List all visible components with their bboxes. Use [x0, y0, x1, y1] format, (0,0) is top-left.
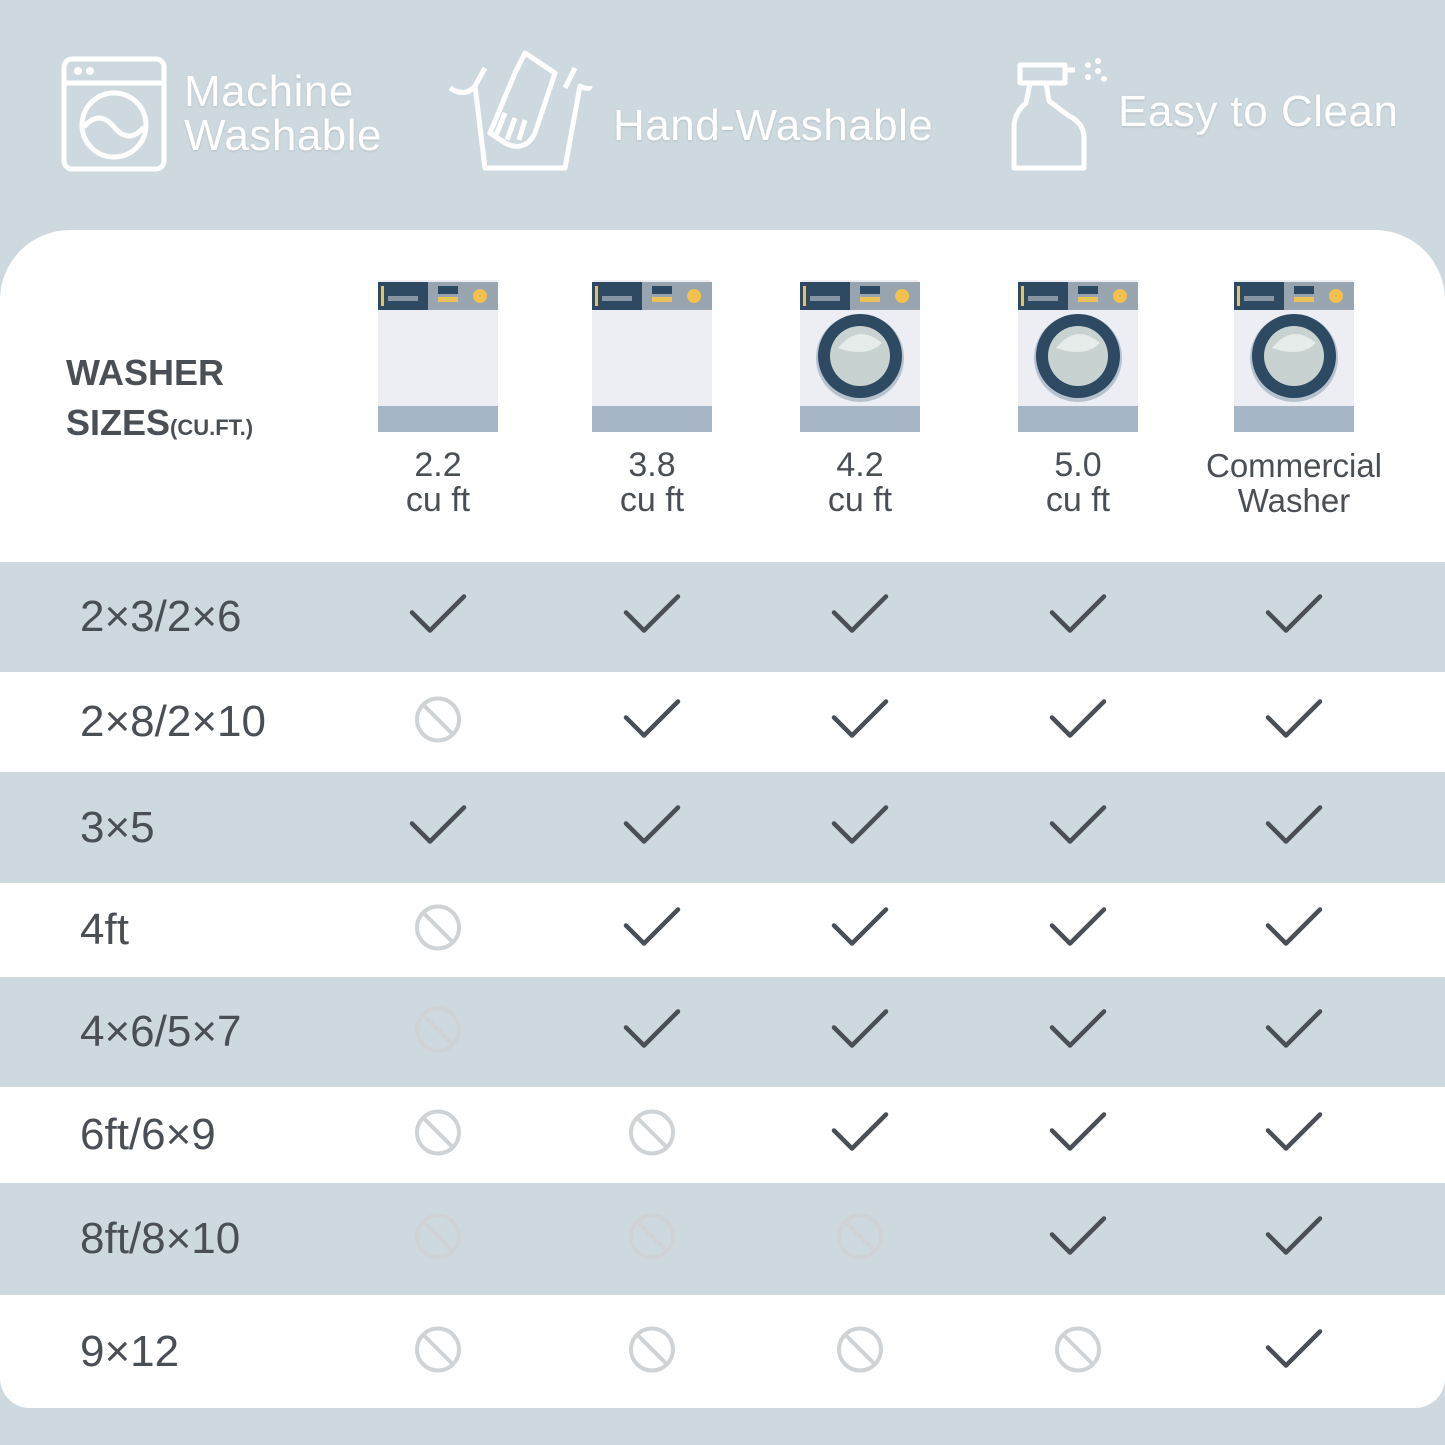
check-icon [1048, 906, 1108, 955]
column-label: 4.2 [836, 446, 884, 484]
check-icon [1264, 698, 1324, 747]
check-icon [1264, 593, 1324, 642]
rug-size-label: 8ft/8×10 [80, 1214, 241, 1263]
column-label: Commercial [1205, 447, 1383, 484]
washing-machine-icon [61, 56, 167, 172]
column-label: cu ft [1045, 481, 1111, 519]
hand-wash-icon [448, 50, 593, 171]
column-label: cu ft [619, 481, 685, 519]
not-compatible-icon [627, 1324, 677, 1379]
check-icon [830, 698, 890, 747]
not-compatible-icon [627, 1108, 677, 1163]
table-row: 4×6/5×7 [0, 977, 1445, 1087]
feature-machine-washable: Machine Washable [60, 55, 382, 173]
rug-size-label: 6ft/6×9 [80, 1110, 216, 1159]
check-icon [1048, 1008, 1108, 1057]
washer-no-door-icon [552, 278, 752, 434]
washer-no-door-icon [338, 278, 538, 434]
table-header-label: WASHER SIZES(CU.FT.) [66, 348, 253, 453]
column-header-4: Commercial Washer [1194, 278, 1394, 518]
front-load-washer-icon [978, 278, 1178, 434]
check-icon [1264, 1111, 1324, 1160]
rug-size-label: 9×12 [80, 1326, 180, 1376]
header-line: WASHER [66, 352, 225, 393]
check-icon [1048, 1215, 1108, 1264]
check-icon [622, 906, 682, 955]
table-row: 2×8/2×10 [0, 672, 1445, 772]
rug-size-label: 4×6/5×7 [80, 1007, 242, 1056]
check-icon [622, 1008, 682, 1057]
check-icon [622, 593, 682, 642]
check-icon [1264, 1327, 1324, 1376]
check-icon [830, 1008, 890, 1057]
not-compatible-icon [413, 1005, 463, 1060]
table-row: 2×3/2×6 [0, 562, 1445, 672]
table-row: 6ft/6×9 [0, 1087, 1445, 1183]
not-compatible-icon [413, 1324, 463, 1379]
check-icon [1264, 803, 1324, 852]
not-compatible-icon [835, 1212, 885, 1267]
feature-label: Easy to Clean [1118, 86, 1399, 136]
not-compatible-icon [413, 695, 463, 750]
rug-size-label: 4ft [80, 905, 129, 954]
feature-easy-to-clean: Easy to Clean [1010, 55, 1398, 173]
feature-label: Hand-Washable [613, 100, 934, 150]
check-icon [1264, 906, 1324, 955]
not-compatible-icon [1053, 1324, 1103, 1379]
column-header-2: 4.2 cu ft [760, 278, 960, 518]
feature-label: Machine [184, 67, 354, 116]
check-icon [408, 803, 468, 852]
column-label: 5.0 [1054, 446, 1102, 484]
check-icon [1264, 1008, 1324, 1057]
column-label: cu ft [405, 481, 471, 519]
check-icon [408, 593, 468, 642]
column-header-3: 5.0 cu ft [978, 278, 1178, 518]
check-icon [1048, 698, 1108, 747]
header-line: SIZES(CU.FT.) [66, 398, 253, 453]
check-icon [1048, 593, 1108, 642]
front-load-washer-icon [760, 278, 960, 434]
table-row: 8ft/8×10 [0, 1183, 1445, 1295]
not-compatible-icon [413, 903, 463, 958]
header-unit: (CU.FT.) [170, 415, 254, 440]
not-compatible-icon [413, 1212, 463, 1267]
check-icon [1264, 1215, 1324, 1264]
column-header-1: 3.8 cu ft [552, 278, 752, 518]
table-row: 4ft [0, 883, 1445, 977]
rug-size-label: 2×8/2×10 [80, 697, 266, 746]
column-header-0: 2.2 cu ft [338, 278, 538, 518]
table-row: 3×5 [0, 772, 1445, 883]
front-load-washer-icon [1194, 278, 1394, 434]
spray-bottle-icon [1011, 58, 1107, 171]
rug-size-label: 2×3/2×6 [80, 592, 242, 641]
not-compatible-icon [627, 1212, 677, 1267]
feature-hand-washable: Hand-Washable [445, 48, 933, 173]
header-sizes: SIZES [66, 402, 171, 443]
column-label: Washer [1237, 482, 1351, 519]
check-icon [830, 1111, 890, 1160]
compatibility-table: WASHER SIZES(CU.FT.) 2.2 cu ft 3.8 cu ft 4.2… [0, 230, 1445, 1408]
column-label: 3.8 [628, 446, 676, 484]
check-icon [830, 593, 890, 642]
rug-size-label: 3×5 [80, 802, 155, 852]
column-label: 2.2 [414, 446, 462, 484]
not-compatible-icon [835, 1324, 885, 1379]
feature-label: Washable [184, 111, 383, 160]
check-icon [622, 803, 682, 852]
table-row: 9×12 [0, 1295, 1445, 1408]
check-icon [830, 906, 890, 955]
column-label: cu ft [827, 481, 893, 519]
not-compatible-icon [413, 1108, 463, 1163]
check-icon [1048, 803, 1108, 852]
check-icon [622, 698, 682, 747]
check-icon [1048, 1111, 1108, 1160]
check-icon [830, 803, 890, 852]
